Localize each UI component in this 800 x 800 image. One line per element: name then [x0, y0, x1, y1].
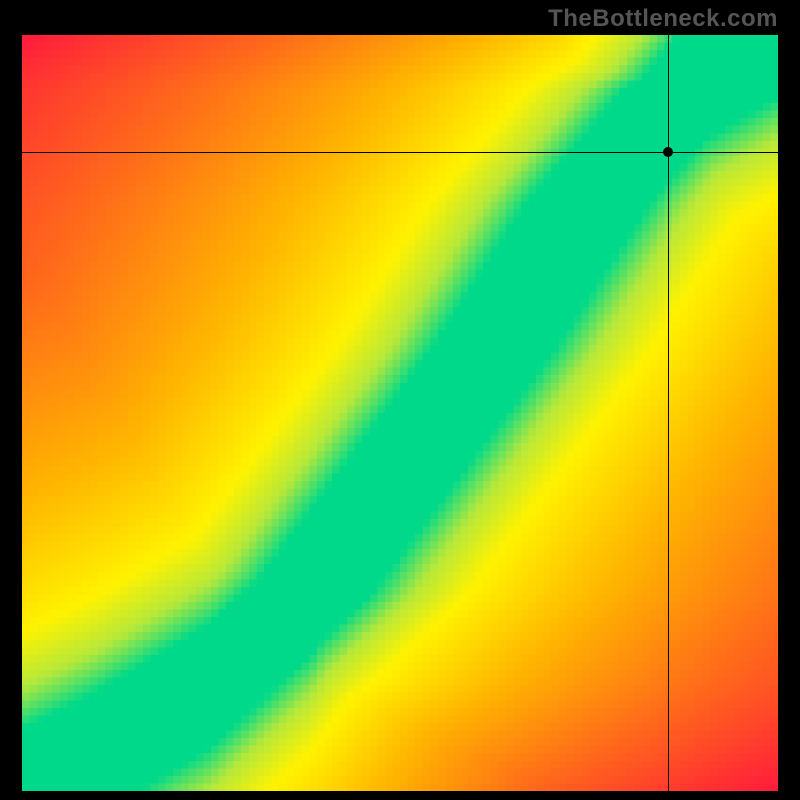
heatmap-plot — [22, 35, 778, 791]
watermark-text: TheBottleneck.com — [548, 5, 778, 33]
